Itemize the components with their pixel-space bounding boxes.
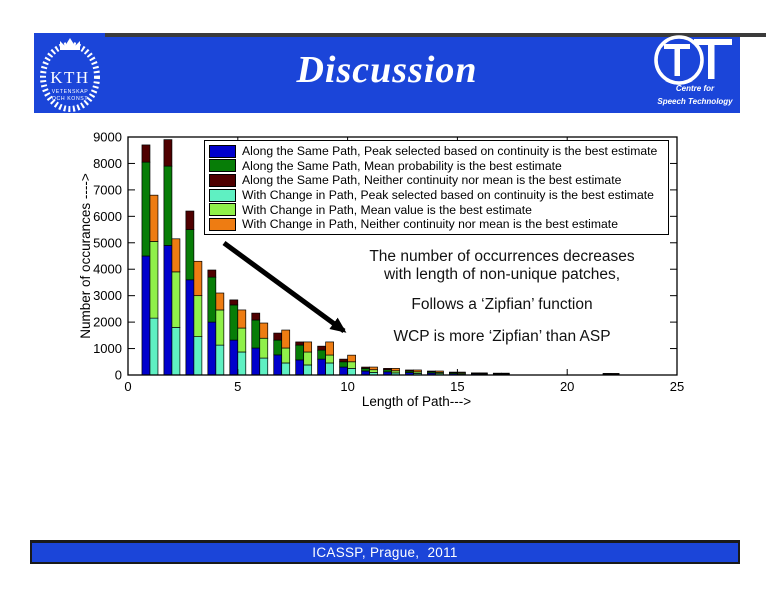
legend-label: With Change in Path, Peak selected based…: [242, 188, 654, 203]
tt-line2: Speech Technology: [657, 97, 733, 106]
svg-text:8000: 8000: [93, 156, 122, 171]
header-top-shadow: [105, 33, 766, 37]
annotation-line: WCP is more ‘Zipfian’ than ASP: [393, 327, 611, 345]
legend-swatch: [209, 159, 236, 173]
svg-text:0: 0: [115, 368, 122, 383]
legend-item: With Change in Path, Mean value is the b…: [209, 202, 665, 217]
legend-swatch: [209, 144, 236, 158]
annotation-line: Follows a ‘Zipfian’ function: [411, 296, 593, 313]
annotation-text: The number of occurrences decreases with…: [328, 248, 676, 345]
svg-text:1000: 1000: [93, 341, 122, 356]
kth-wreath: [40, 42, 100, 112]
legend-swatch: [209, 173, 236, 187]
legend-item: With Change in Path, Neither continuity …: [209, 217, 665, 232]
legend-swatch: [209, 217, 236, 231]
svg-text:5000: 5000: [93, 235, 122, 250]
legend-label: With Change in Path, Mean value is the b…: [242, 202, 532, 217]
kth-line1: VETENSKAP: [52, 89, 89, 95]
svg-text:6000: 6000: [93, 209, 122, 224]
legend-label: Along the Same Path, Mean probability is…: [242, 158, 562, 173]
legend-label: Along the Same Path, Neither continuity …: [242, 173, 622, 188]
page-title: Discussion: [296, 49, 478, 91]
footer-bar: ICASSP, Prague, 2011: [30, 540, 740, 564]
svg-text:3000: 3000: [93, 288, 122, 303]
legend-swatch: [209, 203, 236, 217]
kth-logo: KTH VETENSKAP OCH KONST: [40, 38, 100, 112]
svg-text:9000: 9000: [93, 130, 122, 145]
svg-text:20: 20: [560, 379, 574, 394]
header-bar: KTH VETENSKAP OCH KONST Discussion Centr…: [34, 33, 766, 113]
tt-line1: Centre for: [676, 84, 715, 93]
svg-text:25: 25: [670, 379, 684, 394]
tt-smile: [665, 78, 693, 85]
legend-label: With Change in Path, Neither continuity …: [242, 217, 618, 232]
legend-label: Along the Same Path, Peak selected based…: [242, 144, 658, 159]
legend-item: Along the Same Path, Mean probability is…: [209, 159, 665, 174]
svg-text:0: 0: [124, 379, 131, 394]
annotation-line: with length of non-unique patches,: [383, 265, 621, 283]
svg-text:10: 10: [340, 379, 354, 394]
svg-text:4000: 4000: [93, 262, 122, 277]
svg-text:15: 15: [450, 379, 464, 394]
legend-item: Along the Same Path, Peak selected based…: [209, 144, 665, 159]
legend-item: Along the Same Path, Neither continuity …: [209, 173, 665, 188]
kth-line2: OCH KONST: [52, 96, 88, 102]
svg-text:5: 5: [234, 379, 241, 394]
annotation-line: The number of occurrences decreases: [369, 248, 635, 265]
svg-text:Number of occurances ---->: Number of occurances ---->: [78, 173, 93, 339]
chart-legend: Along the Same Path, Peak selected based…: [204, 140, 669, 235]
svg-text:7000: 7000: [93, 182, 122, 197]
footer-text: ICASSP, Prague, 2011: [312, 545, 458, 560]
kth-acronym: KTH: [50, 68, 89, 87]
svg-text:2000: 2000: [93, 315, 122, 330]
tt-logo: Centre for Speech Technology: [654, 35, 733, 106]
legend-item: With Change in Path, Peak selected based…: [209, 188, 665, 203]
svg-text:Length of Path--->: Length of Path--->: [362, 394, 471, 409]
legend-swatch: [209, 188, 236, 202]
